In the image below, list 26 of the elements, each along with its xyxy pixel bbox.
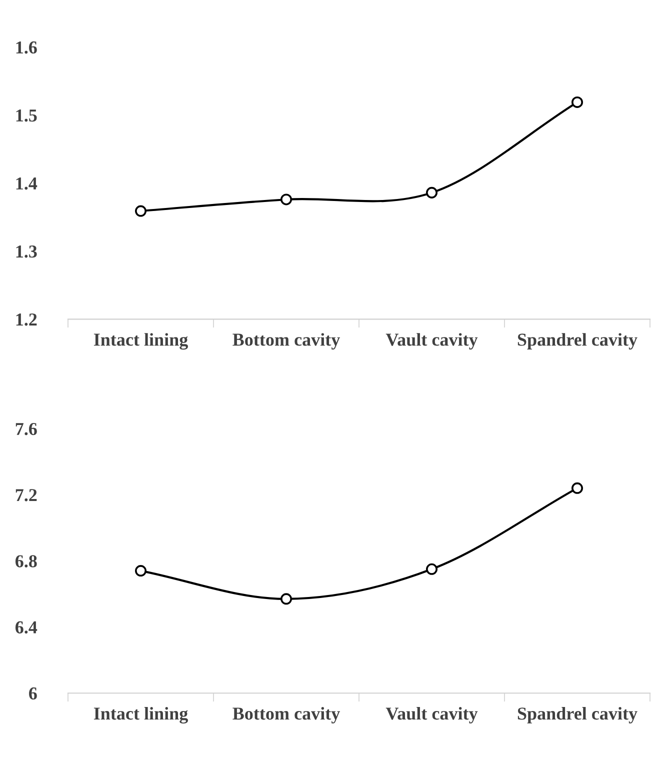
y-tick-label: 6 [29,687,37,700]
x-tick-label: Spandrel cavity [518,707,638,724]
point [571,482,584,494]
y-tick-label: 7.6 [16,422,37,436]
x-tick-label: Intact lining [94,707,188,724]
point [280,593,292,605]
y-tick-label: 6.8 [15,555,37,568]
x-tick-label: Vault cavity [386,707,478,724]
point [571,96,584,108]
point [280,194,292,206]
x-tick-label: Bottom cavity [232,707,340,724]
y-tick-label: 1.6 [16,41,37,54]
y-tick-label: 1.4 [16,178,38,190]
point [134,205,147,217]
point [426,563,438,575]
y-tick-label: 1.5 [16,109,37,122]
x-tick-label: Bottom cavity [232,333,340,350]
x-tick-label: Spandrel cavity [518,333,638,350]
y-tick-label: 1.3 [16,245,37,258]
x-tick-label: Intact lining [94,333,188,350]
x-tick-label: Vault cavity [386,333,478,350]
y-tick-label: 7.2 [16,489,37,502]
y-tick-label: 6.4 [15,621,38,634]
point [134,565,147,577]
y-tick-label: 1.2 [16,314,37,326]
point [426,186,438,198]
